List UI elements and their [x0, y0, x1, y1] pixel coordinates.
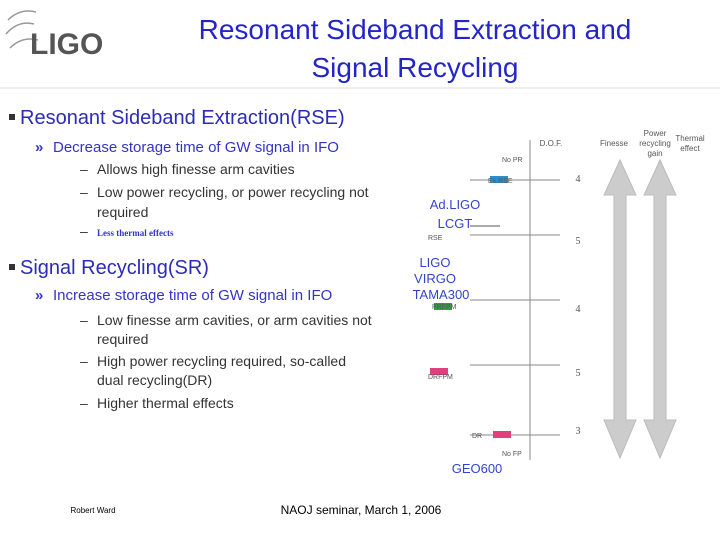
- sub-bullet: Increase storage time of GW signal in IF…: [53, 287, 332, 304]
- footer-event: NAOJ seminar, March 1, 2006: [281, 503, 442, 517]
- config-label: DR: [472, 433, 482, 440]
- column-header: effect: [680, 144, 700, 153]
- item: High power recycling required, so-called: [97, 353, 346, 369]
- item: dual recycling(DR): [97, 372, 212, 388]
- dash: –: [80, 353, 88, 369]
- column-header: Power: [644, 129, 667, 138]
- column-header: Finesse: [600, 139, 629, 148]
- bullet-marker: [9, 264, 15, 270]
- arrows: [603, 158, 677, 460]
- sub-bullet: Decrease storage time of GW signal in IF…: [53, 139, 339, 156]
- config-label: Ex.RSE: [488, 178, 513, 185]
- dof: 4: [576, 174, 581, 185]
- group-label: LCGT: [438, 216, 473, 231]
- dash: –: [80, 161, 88, 177]
- logo: LIGO: [5, 10, 103, 61]
- item: Low power recycling, or power recycling …: [97, 184, 369, 200]
- sub-marker: »: [35, 287, 43, 304]
- logo-text: LIGO: [30, 28, 103, 61]
- dash: –: [80, 184, 88, 200]
- config-label: DRFPM: [428, 374, 453, 381]
- sub-marker: »: [35, 139, 43, 156]
- bullet-marker: [9, 114, 15, 120]
- config-label: PRFPM: [432, 304, 457, 311]
- bullet: Signal Recycling(SR): [20, 257, 209, 279]
- column-header: D.O.F.: [540, 139, 563, 148]
- item: Less thermal effects: [97, 228, 174, 238]
- item: required: [97, 204, 148, 220]
- title: Signal Recycling: [312, 52, 519, 83]
- title: Resonant Sideband Extraction and: [199, 14, 632, 45]
- dash: –: [80, 395, 88, 411]
- item: Allows high finesse arm cavities: [97, 161, 295, 177]
- config-label: RSE: [428, 235, 443, 242]
- group-label: TAMA300: [413, 287, 470, 302]
- item: Higher thermal effects: [97, 395, 234, 411]
- bullet: Resonant Sideband Extraction(RSE): [20, 107, 345, 129]
- item: required: [97, 331, 148, 347]
- column-header: Thermal: [675, 134, 705, 143]
- column-header: gain: [647, 149, 662, 158]
- group-label: GEO600: [452, 461, 503, 476]
- footer-author: Robert Ward: [70, 506, 115, 515]
- column-header: recycling: [639, 139, 671, 148]
- config-label: No FP: [502, 451, 522, 458]
- diagram: [430, 140, 560, 460]
- group-label: Ad.LIGO: [430, 197, 481, 212]
- dof: 3: [576, 426, 581, 437]
- dof: 4: [576, 304, 581, 315]
- dof: 5: [576, 368, 581, 379]
- group-label: VIRGO: [414, 271, 456, 286]
- item: Low finesse arm cavities, or arm cavitie…: [97, 312, 372, 328]
- dash: –: [80, 312, 88, 328]
- group-label: LIGO: [419, 255, 450, 270]
- dof: 5: [576, 236, 581, 247]
- config-label: No PR: [502, 157, 523, 164]
- dash: –: [80, 223, 88, 239]
